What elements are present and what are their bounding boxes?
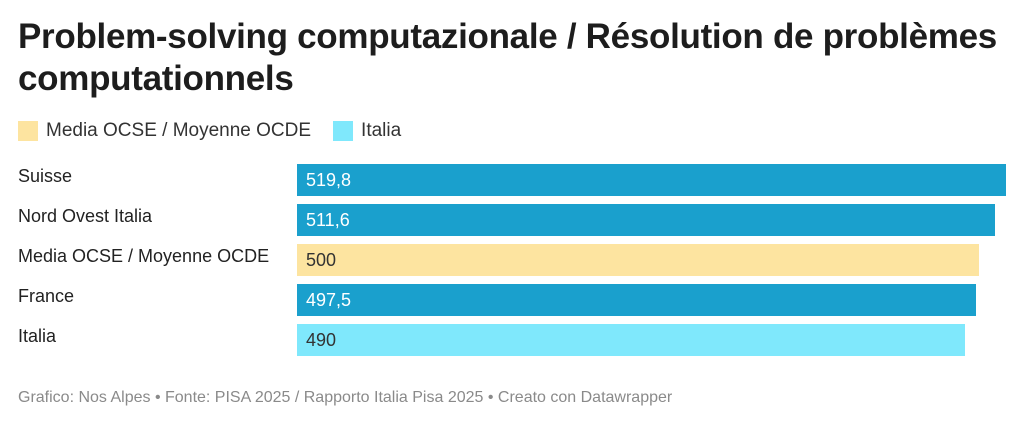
bar [297, 284, 976, 316]
bar [297, 324, 966, 356]
category-label: Suisse [18, 166, 73, 186]
legend-swatch-oecd [18, 121, 38, 141]
bar-row: Italia 490 [0, 320, 1024, 356]
bar-value-label: 519,8 [306, 170, 352, 190]
bar [297, 244, 979, 276]
bar-chart: Suisse 519,8 Nord Ovest Italia 511,6 Media O… [0, 160, 1024, 370]
bar-row: France 497,5 [0, 280, 1024, 316]
legend-label-italia: Italia [361, 120, 402, 141]
legend-item-oecd: Media OCSE / Moyenne OCDE [18, 120, 311, 142]
legend-label-oecd: Media OCSE / Moyenne OCDE [46, 120, 312, 141]
legend: Media OCSE / Moyenne OCDE Italia [18, 118, 401, 144]
bar-row: Suisse 519,8 [0, 160, 1024, 196]
bar-value-label: 511,6 [306, 210, 350, 230]
category-label: Media OCSE / Moyenne OCDE [18, 246, 270, 266]
bar-value-label: 490 [306, 330, 337, 350]
legend-item-italia: Italia [333, 120, 401, 142]
category-label: Nord Ovest Italia [18, 206, 153, 226]
bar [297, 204, 995, 236]
bar-value-label: 497,5 [306, 290, 352, 310]
legend-swatch-italia [333, 121, 354, 141]
category-label: France [18, 286, 75, 306]
chart-title: Problem-solving computazionale / Résolut… [18, 17, 997, 98]
bar-row: Media OCSE / Moyenne OCDE 500 [0, 240, 1024, 276]
bar-row: Nord Ovest Italia 511,6 [0, 200, 1024, 236]
bar-value-label: 500 [306, 250, 337, 270]
bar [297, 164, 1006, 196]
footer-credits: Grafico: Nos Alpes • Fonte: PISA 2025 / … [18, 389, 673, 406]
category-label: Italia [18, 326, 57, 346]
